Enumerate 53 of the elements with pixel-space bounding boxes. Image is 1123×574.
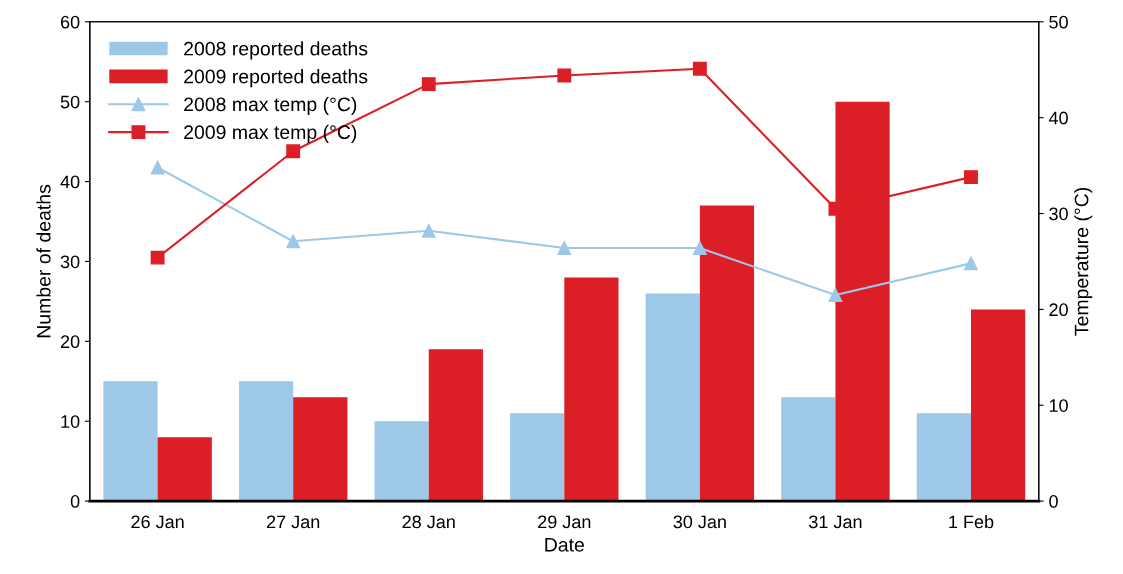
point (557, 241, 572, 255)
y-tick-label: 30 (60, 255, 80, 269)
bar (293, 397, 348, 502)
bar (645, 293, 700, 502)
x-tick-label: 27 Jan (266, 515, 320, 529)
point (150, 160, 165, 175)
point (421, 223, 436, 238)
bar (238, 381, 294, 502)
y-axis-title: Number of deaths (36, 184, 51, 338)
point (286, 144, 301, 159)
x-tick-label: 31 Jan (809, 515, 862, 529)
y-tick-label: 0 (70, 495, 80, 508)
x-tick-label: 30 Jan (673, 515, 726, 529)
y-tick-label: 50 (60, 95, 80, 109)
x-tick-label: 29 Jan (538, 515, 591, 529)
point (964, 256, 978, 271)
y2-tick-label: 0 (1049, 495, 1058, 508)
point (150, 250, 165, 265)
point (964, 170, 978, 185)
x-tick-label: 1 Feb (949, 514, 994, 529)
x-axis-title: Date (545, 538, 584, 552)
point (557, 68, 572, 83)
point (692, 241, 707, 255)
bar (781, 397, 836, 502)
point (692, 61, 707, 76)
bar (916, 413, 971, 502)
x-tick-label: 26 Jan (131, 515, 184, 529)
y-tick-label: 10 (61, 415, 80, 428)
y2-tick-label: 30 (1049, 207, 1068, 221)
y2-tick-label: 20 (1049, 303, 1068, 317)
point (828, 288, 843, 302)
legend-label: 2008 reported deaths (184, 41, 368, 60)
y2-tick-label: 10 (1049, 399, 1068, 412)
bar (699, 205, 755, 502)
bar (103, 381, 158, 502)
y2-tick-label: 50 (1049, 15, 1068, 29)
y-tick-label: 20 (60, 335, 80, 349)
point (421, 77, 436, 92)
x-tick-label: 28 Jan (402, 515, 455, 529)
bar (510, 413, 565, 502)
legend-label: 2008 max temp (°C) (184, 96, 357, 116)
bar (157, 437, 212, 502)
bar (970, 309, 1026, 502)
point (286, 234, 301, 249)
bar (374, 421, 429, 502)
y2-axis-title: Temperature (°C) (1074, 188, 1093, 336)
bar (428, 349, 483, 502)
legend-label: 2009 max temp (°C) (184, 124, 357, 143)
legend-label: 2009 reported deaths (184, 69, 368, 88)
y-tick-label: 40 (60, 175, 80, 189)
bar (564, 277, 619, 502)
y2-tick-label: 40 (1048, 111, 1068, 125)
y-tick-label: 60 (60, 15, 80, 29)
